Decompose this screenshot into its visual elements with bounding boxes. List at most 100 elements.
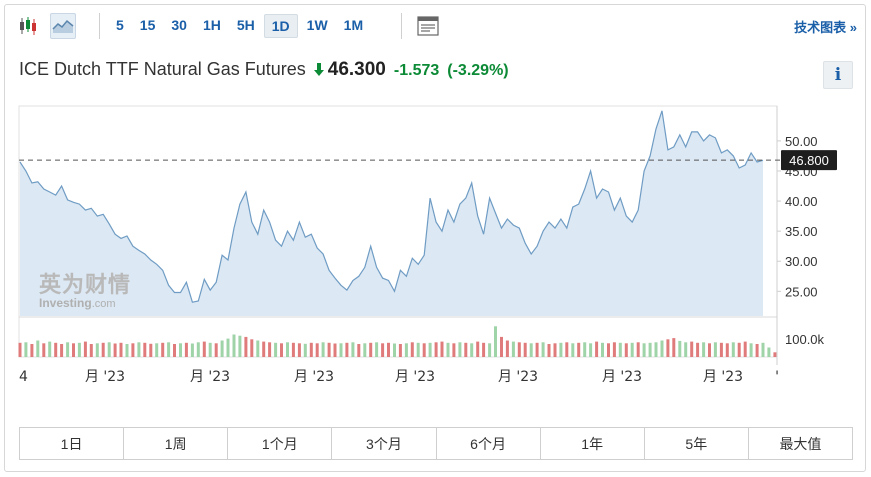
- volume-bar: [743, 341, 747, 357]
- volume-bar: [559, 342, 563, 357]
- volume-bar: [214, 343, 218, 357]
- volume-bar: [713, 342, 717, 357]
- volume-bar: [702, 342, 706, 357]
- range-button-6[interactable]: 1年: [541, 428, 645, 459]
- volume-bar: [761, 342, 765, 357]
- advanced-chart-link[interactable]: 技术图表 »: [794, 20, 857, 35]
- x-tick-label: 4: [19, 369, 28, 385]
- volume-bar: [773, 352, 777, 357]
- range-button-2[interactable]: 1周: [124, 428, 229, 459]
- info-button[interactable]: i: [823, 61, 853, 89]
- volume-bar: [553, 343, 557, 357]
- range-button-1[interactable]: 1日: [20, 428, 125, 459]
- volume-bar: [232, 334, 236, 357]
- time-range-selector: 1日 1周 1个月 3个月 6个月 1年 5年 最大值: [19, 427, 853, 460]
- volume-bar: [66, 342, 70, 357]
- x-tick-label: 月 '23: [294, 369, 334, 385]
- x-tick-label: ': [775, 369, 779, 385]
- volume-bar: [624, 343, 628, 357]
- interval-5h[interactable]: 5H: [236, 17, 255, 33]
- volume-bar: [143, 342, 147, 357]
- volume-bar: [303, 343, 307, 357]
- interval-1m[interactable]: 1M: [343, 17, 364, 33]
- volume-bar: [125, 344, 129, 357]
- volume-bar: [749, 343, 753, 357]
- interval-30[interactable]: 30: [171, 17, 187, 33]
- volume-bar: [238, 335, 242, 357]
- layout-icon[interactable]: [415, 13, 441, 39]
- volume-bar: [369, 342, 373, 357]
- range-button-8[interactable]: 最大值: [779, 435, 822, 452]
- volume-bar: [333, 343, 337, 357]
- volume-bar: [571, 343, 575, 357]
- interval-5[interactable]: 5: [116, 17, 124, 33]
- candlestick-chart-icon[interactable]: [15, 13, 41, 39]
- last-price: 46.300: [327, 59, 386, 80]
- volume-bar: [77, 342, 81, 357]
- y-tick-label: 50.00: [785, 134, 818, 149]
- volume-bar: [256, 340, 260, 357]
- volume-bar: [155, 343, 159, 357]
- toolbar-separator: [401, 13, 402, 39]
- volume-bar: [416, 342, 420, 357]
- volume-bar: [137, 342, 141, 357]
- volume-bar: [351, 342, 355, 357]
- price-chart[interactable]: 50.0045.0040.0035.0030.0025.0046.800100.…: [5, 5, 865, 425]
- volume-bar: [595, 341, 599, 357]
- area-chart-icon[interactable]: [50, 13, 76, 39]
- volume-bar: [725, 343, 729, 357]
- volume-bar: [666, 339, 670, 357]
- x-tick-label: 月 '23: [703, 369, 743, 385]
- volume-bar: [517, 342, 521, 357]
- volume-bar: [375, 342, 379, 357]
- volume-bar: [184, 342, 188, 357]
- volume-bar: [589, 343, 593, 357]
- volume-bar: [226, 338, 230, 357]
- interval-1w[interactable]: 1W: [306, 17, 328, 33]
- volume-bar: [161, 342, 165, 357]
- instrument-name: ICE Dutch TTF Natural Gas Futures: [19, 59, 306, 79]
- watermark-cn: 英为财情: [39, 273, 132, 298]
- volume-bar: [18, 342, 22, 357]
- volume-bar: [89, 344, 93, 357]
- volume-bar: [24, 342, 28, 357]
- volume-bar: [470, 343, 474, 357]
- volume-bar: [54, 342, 58, 357]
- range-button-7[interactable]: 5年: [645, 428, 749, 459]
- volume-bar: [167, 342, 171, 357]
- volume-bar: [404, 343, 408, 357]
- volume-bar: [179, 343, 182, 357]
- volume-bar: [244, 336, 248, 357]
- range-button-3[interactable]: 1个月: [228, 428, 333, 459]
- volume-bar: [113, 343, 117, 357]
- range-button-4[interactable]: 3个月: [332, 428, 437, 459]
- volume-bar: [410, 342, 414, 357]
- volume-bar: [393, 343, 396, 357]
- current-price-box: [781, 150, 837, 171]
- instrument-header: ICE Dutch TTF Natural Gas Futures 46.300…: [19, 59, 509, 81]
- volume-bar: [452, 343, 456, 357]
- volume-bar: [464, 342, 468, 357]
- volume-bar: [660, 340, 664, 357]
- investing-watermark: 英为财情 Investing.com: [39, 267, 131, 310]
- range-button-5[interactable]: 6个月: [437, 428, 541, 459]
- volume-bar: [547, 344, 551, 357]
- volume-bar: [654, 342, 658, 357]
- current-price-label: 46.800: [789, 153, 829, 168]
- volume-bar: [345, 342, 349, 357]
- volume-bar: [42, 343, 46, 357]
- volume-bar: [268, 342, 272, 357]
- volume-bar: [196, 342, 200, 357]
- volume-bar: [30, 344, 34, 357]
- volume-bar: [535, 342, 539, 357]
- volume-tick-label: 100.0k: [785, 332, 825, 347]
- interval-1d[interactable]: 1D: [263, 14, 298, 38]
- volume-bar: [601, 342, 604, 357]
- interval-15[interactable]: 15: [139, 17, 156, 33]
- volume-bar: [505, 340, 509, 357]
- volume-bar: [577, 342, 581, 357]
- arrow-down-icon: [313, 63, 324, 76]
- interval-1h[interactable]: 1H: [202, 17, 221, 33]
- volume-bar: [387, 342, 390, 357]
- volume-bar: [119, 342, 123, 357]
